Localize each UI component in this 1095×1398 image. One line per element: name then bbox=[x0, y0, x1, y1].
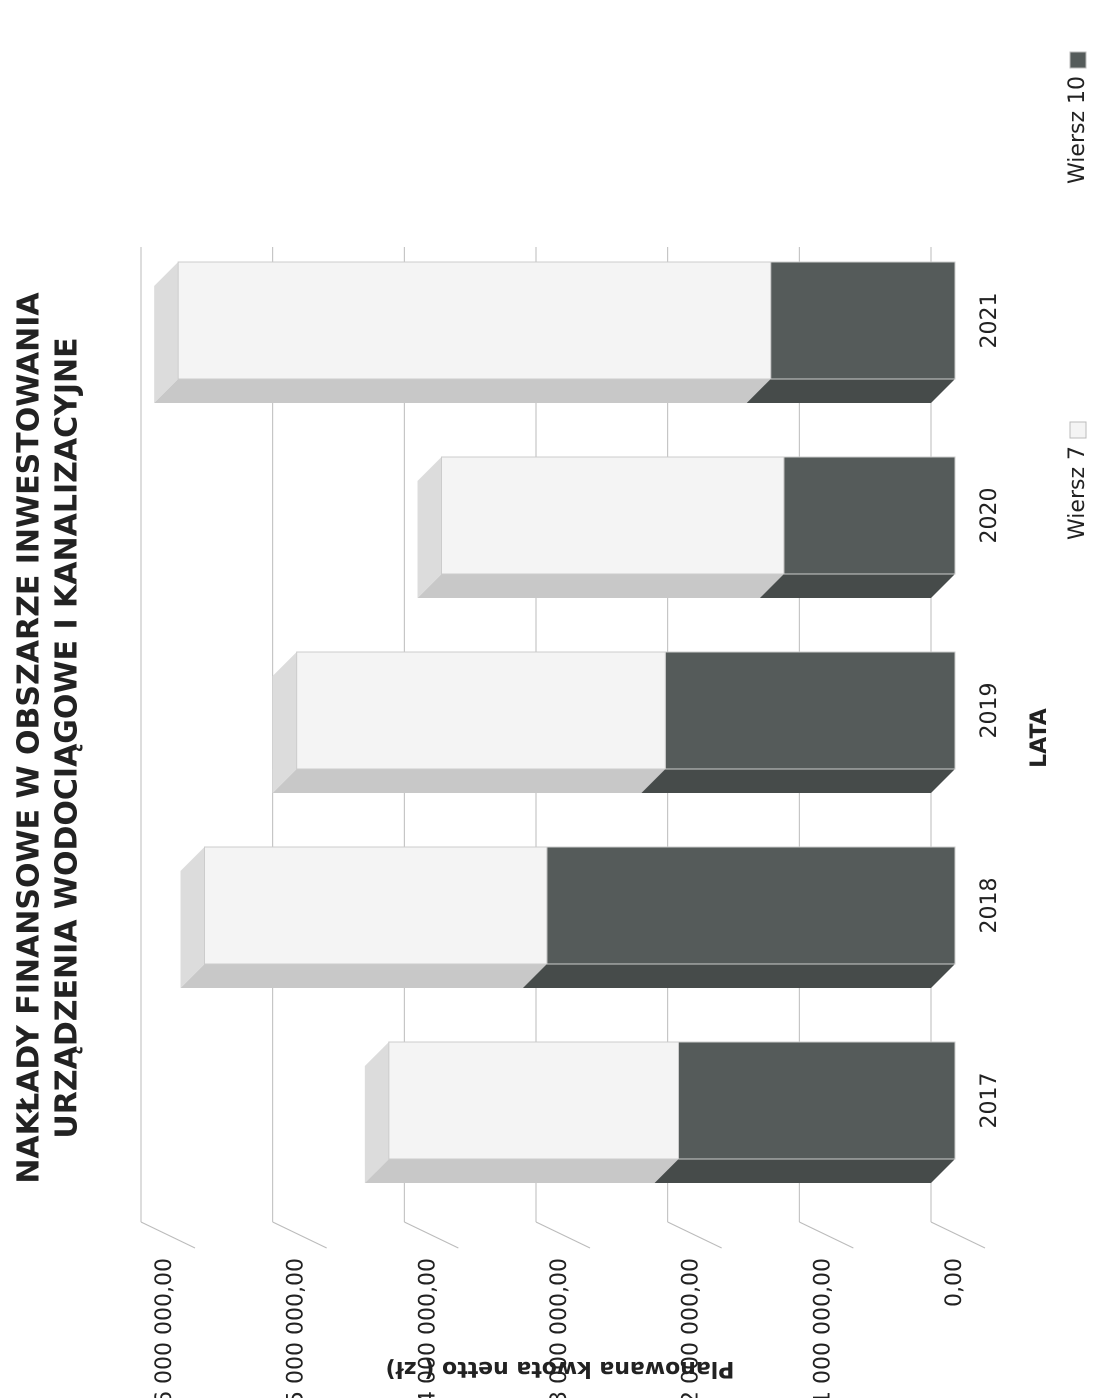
bar-depth bbox=[522, 964, 955, 988]
tick-mark bbox=[535, 1221, 591, 1249]
bar bbox=[664, 651, 956, 770]
chart-rotated: NAKŁADY FINANSOWE W OBSZARZE INWESTOWANI… bbox=[12, 51, 1090, 1398]
legend-label: Wiersz 7 bbox=[1065, 446, 1090, 540]
bar-depth bbox=[654, 1159, 955, 1183]
tick-mark bbox=[404, 1221, 459, 1249]
x-tick-label: 2020 bbox=[977, 488, 1002, 544]
legend-swatch bbox=[1069, 421, 1087, 439]
bar-depth bbox=[154, 379, 771, 403]
legend-label: Wiersz 10 bbox=[1065, 76, 1090, 184]
chart-title: NAKŁADY FINANSOWE W OBSZARZE INWESTOWANI… bbox=[12, 292, 47, 1184]
bar bbox=[783, 456, 956, 575]
bar-depth bbox=[417, 574, 784, 598]
bar-depth bbox=[272, 652, 297, 793]
x-tick-label: 2019 bbox=[977, 683, 1002, 739]
y-axis-title: Planowana kwota netto ( zł) bbox=[386, 1356, 735, 1381]
y-tick-label: 2 000 000,00 bbox=[679, 1258, 704, 1398]
bar bbox=[678, 1041, 956, 1160]
x-tick-label: 2018 bbox=[977, 878, 1002, 934]
y-tick-label: 6 000 000,00 bbox=[152, 1258, 177, 1398]
tick-mark bbox=[799, 1221, 854, 1249]
y-tick-label: 5 000 000,00 bbox=[284, 1258, 309, 1398]
x-tick-label: 2021 bbox=[977, 293, 1002, 349]
bar-depth bbox=[180, 847, 205, 988]
tick-mark bbox=[930, 1221, 986, 1249]
tick-mark bbox=[140, 1221, 196, 1249]
x-tick-label: 2017 bbox=[977, 1073, 1002, 1129]
legend-swatch bbox=[1069, 51, 1087, 69]
bar bbox=[296, 651, 666, 770]
bar bbox=[177, 261, 772, 380]
bar-depth bbox=[746, 379, 955, 403]
bar-depth bbox=[417, 457, 442, 598]
bar bbox=[546, 846, 956, 965]
y-tick-label: 1 000 000,00 bbox=[810, 1258, 835, 1398]
tick-mark bbox=[667, 1221, 722, 1249]
tick-mark bbox=[272, 1221, 327, 1249]
bar bbox=[441, 456, 785, 575]
y-tick-label: 3 000 000,00 bbox=[547, 1258, 572, 1398]
bar bbox=[770, 261, 956, 380]
bar bbox=[204, 846, 548, 965]
bar-depth bbox=[364, 1042, 389, 1183]
y-tick-label: 0,00 bbox=[942, 1258, 967, 1307]
bar-depth bbox=[272, 769, 666, 793]
chart-subtitle: URZĄDZENIA WODOCIĄGOWE I KANALIZACYJNE bbox=[50, 337, 85, 1138]
bar-depth bbox=[364, 1159, 679, 1183]
bar-depth bbox=[759, 574, 955, 598]
x-axis-title: LATA bbox=[1027, 708, 1052, 768]
bar-depth bbox=[641, 769, 955, 793]
bar bbox=[388, 1041, 679, 1160]
bar-depth bbox=[180, 964, 547, 988]
bar-depth bbox=[154, 262, 179, 403]
y-tick-label: 4 000 000,00 bbox=[415, 1258, 440, 1398]
